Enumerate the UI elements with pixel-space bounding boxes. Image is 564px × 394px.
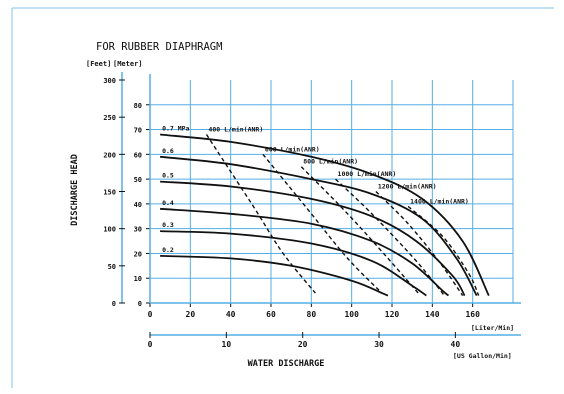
x-tick-label-liter: 0 bbox=[148, 310, 153, 319]
x-tick-label-liter: 40 bbox=[226, 310, 236, 319]
y-tick-label-feet: 0 bbox=[112, 300, 116, 308]
pressure-curve bbox=[160, 180, 466, 297]
y-tick-label-meter: 80 bbox=[134, 102, 142, 110]
x-tick-label-liter: 80 bbox=[307, 310, 317, 319]
pressure-curve bbox=[160, 255, 389, 297]
pressure-curve-label: 0.2 bbox=[162, 246, 174, 254]
pressure-curve-label: 0.4 bbox=[162, 199, 174, 207]
y-tick-label-meter: 40 bbox=[134, 201, 142, 209]
pressure-curve-label: 0.6 bbox=[162, 147, 174, 155]
y-tick-label-feet: 50 bbox=[108, 263, 116, 271]
pressure-curve-label: 0.7 MPa bbox=[162, 125, 189, 133]
x-tick-label-liter: 140 bbox=[425, 310, 440, 319]
air-consumption-label: 1200 L/min(ANR) bbox=[378, 183, 437, 191]
y-tick-label-feet: 200 bbox=[103, 151, 116, 159]
y-tick-label-feet: 300 bbox=[103, 77, 116, 85]
y-tick-label-meter: 70 bbox=[134, 127, 142, 135]
x-tick-label-gallon: 0 bbox=[148, 340, 153, 349]
x-unit-gallon-label: [US Gallon/Min] bbox=[453, 352, 512, 360]
x-tick-label-liter: 20 bbox=[186, 310, 196, 319]
x-tick-label-liter: 100 bbox=[344, 310, 359, 319]
air-consumption-curve bbox=[300, 166, 419, 294]
y-axis-label: DISCHARGE HEAD bbox=[70, 154, 80, 226]
pressure-curve bbox=[160, 207, 450, 297]
x-tick-label-liter: 160 bbox=[465, 310, 480, 319]
air-consumption-label: 1000 L/min(ANR) bbox=[338, 170, 397, 178]
y-tick-label-feet: 100 bbox=[103, 226, 116, 234]
air-consumption-curve bbox=[407, 205, 480, 296]
x-tick-label-gallon: 20 bbox=[298, 340, 308, 349]
x-unit-liter-label: [Liter/Min] bbox=[471, 324, 514, 332]
y-tick-label-meter: 20 bbox=[134, 250, 142, 258]
curve-labels: 0.7 MPa 0.6 0.5 0.4 0.3 0.2 400 L/min(ANR) 600 … bbox=[162, 125, 469, 254]
air-consumption-label: 1400 L/min(ANR) bbox=[410, 197, 469, 205]
pressure-curve bbox=[160, 230, 427, 297]
y-tick-label-meter: 50 bbox=[134, 176, 142, 184]
y-tick-label-meter: 10 bbox=[134, 275, 142, 283]
air-consumption-label: 600 L/min(ANR) bbox=[265, 145, 320, 153]
x-tick-label-liter: 60 bbox=[266, 310, 276, 319]
pressure-curve bbox=[160, 133, 490, 296]
air-consumption-curve bbox=[262, 153, 383, 294]
chart-title: FOR RUBBER DIAPHRAGM bbox=[96, 41, 222, 53]
x-tick-label-liter: 120 bbox=[385, 310, 400, 319]
tick-labels: 0 20 40 60 80 100 120 140 1600102030405060708005… bbox=[103, 77, 480, 349]
data-curves bbox=[160, 133, 490, 297]
y-tick-label-meter: 30 bbox=[134, 226, 142, 234]
x-tick-label-gallon: 40 bbox=[451, 340, 461, 349]
pressure-curve-label: 0.5 bbox=[162, 172, 174, 180]
air-consumption-curve bbox=[375, 191, 464, 296]
x-axis-label: WATER DISCHARGE bbox=[248, 359, 325, 369]
chart-frame bbox=[11, 7, 554, 388]
pressure-curve-label: 0.3 bbox=[162, 221, 174, 229]
air-consumption-label: 800 L/min(ANR) bbox=[303, 158, 358, 166]
axes bbox=[119, 72, 521, 338]
air-consumption-label: 400 L/min(ANR) bbox=[208, 126, 263, 134]
meter-unit-label: [Meter] bbox=[113, 60, 143, 68]
y-tick-label-feet: 250 bbox=[103, 114, 116, 122]
feet-unit-label: [Feet] bbox=[86, 60, 111, 68]
y-tick-label-meter: 60 bbox=[134, 151, 142, 159]
x-tick-label-gallon: 30 bbox=[374, 340, 384, 349]
grid bbox=[150, 80, 514, 303]
y-tick-label-feet: 150 bbox=[103, 189, 116, 197]
pressure-curve bbox=[160, 155, 478, 297]
x-tick-label-gallon: 10 bbox=[222, 340, 232, 349]
y-tick-label-meter: 0 bbox=[138, 300, 142, 308]
air-consumption-curve bbox=[335, 178, 445, 297]
